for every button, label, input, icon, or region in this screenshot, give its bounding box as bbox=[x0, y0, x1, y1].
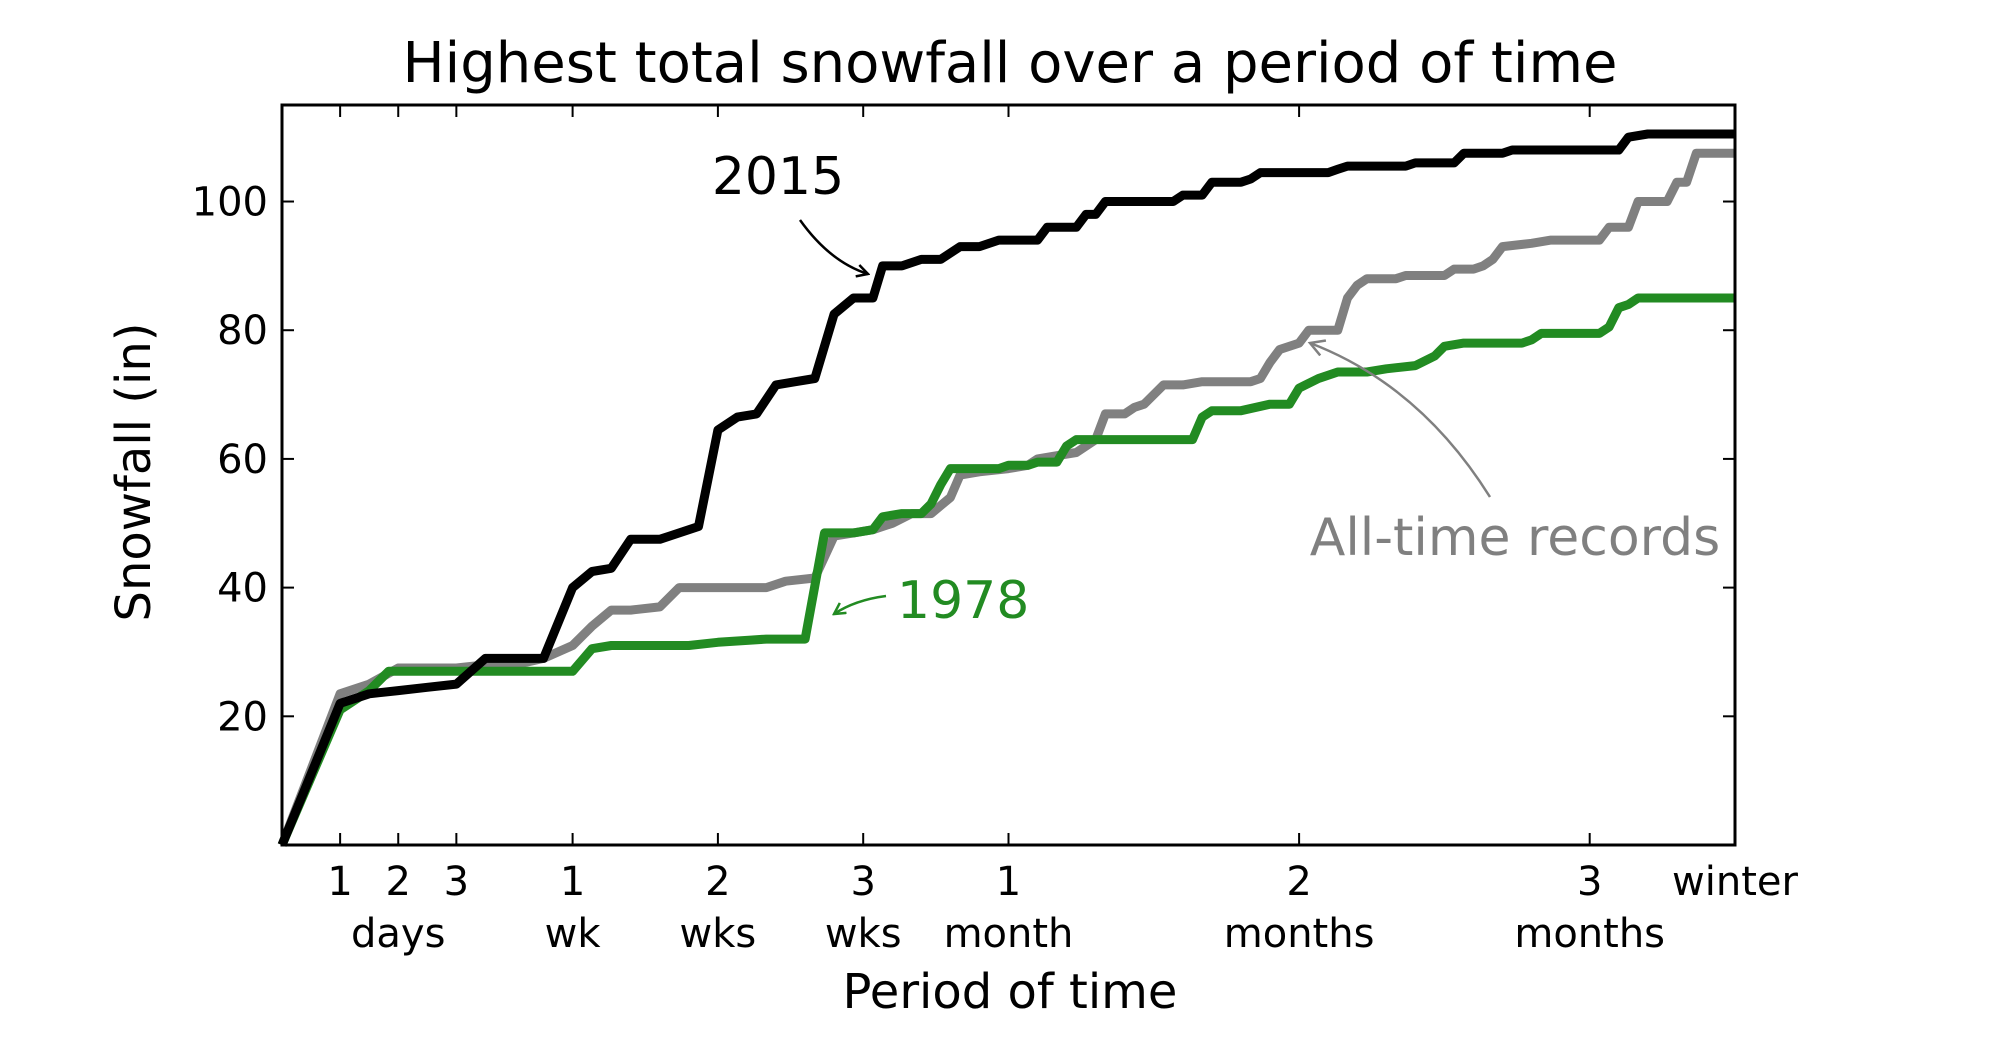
y-tick-label: 100 bbox=[192, 180, 268, 226]
x-tick-label: 1 bbox=[560, 859, 585, 905]
y-tick-label: 40 bbox=[217, 566, 268, 612]
series-line-2 bbox=[277, 293, 1735, 847]
y-tick-label: 20 bbox=[217, 694, 268, 740]
annotation-all-time-records-arrow bbox=[1310, 343, 1492, 498]
x-tick-label: months bbox=[1224, 911, 1375, 957]
y-tick-label: 60 bbox=[217, 437, 268, 483]
y-axis-label: Snowfall (in) bbox=[106, 323, 162, 622]
x-tick-label: 2 bbox=[1286, 859, 1311, 905]
annotation-1978: 1978 bbox=[897, 571, 1029, 631]
x-tick-label: 2 bbox=[705, 859, 730, 905]
x-tick-label: month bbox=[944, 911, 1074, 957]
annotation-2015: 2015 bbox=[712, 147, 844, 207]
x-tick-label: winter bbox=[1672, 859, 1798, 905]
x-tick-label: 3 bbox=[850, 859, 875, 905]
x-tick-label: 1 bbox=[996, 859, 1021, 905]
chart-title: Highest total snowfall over a period of … bbox=[403, 31, 1618, 96]
x-tick-label: 1 bbox=[327, 859, 352, 905]
annotations: 2015 1978 All-time records bbox=[712, 147, 1720, 631]
x-tick-label: 2 bbox=[386, 859, 411, 905]
y-tick-label: 80 bbox=[217, 308, 268, 354]
annotation-all-time-records: All-time records bbox=[1310, 508, 1720, 568]
series-line-3 bbox=[277, 129, 1735, 847]
x-tick-label: 3 bbox=[1577, 859, 1602, 905]
series-line-1 bbox=[277, 148, 1735, 847]
annotation-2015-arrow bbox=[798, 219, 868, 274]
series-group bbox=[277, 129, 1735, 847]
x-tick-label: days bbox=[351, 911, 445, 957]
x-tick-label: wks bbox=[680, 911, 757, 957]
annotation-1978-arrow bbox=[834, 594, 887, 614]
x-tick-label: wk bbox=[545, 911, 602, 957]
x-tick-label: months bbox=[1514, 911, 1665, 957]
x-tick-label: 3 bbox=[444, 859, 469, 905]
x-tick-label: wks bbox=[825, 911, 902, 957]
plot-frame bbox=[280, 103, 1737, 847]
x-axis-label: Period of time bbox=[843, 964, 1178, 1020]
